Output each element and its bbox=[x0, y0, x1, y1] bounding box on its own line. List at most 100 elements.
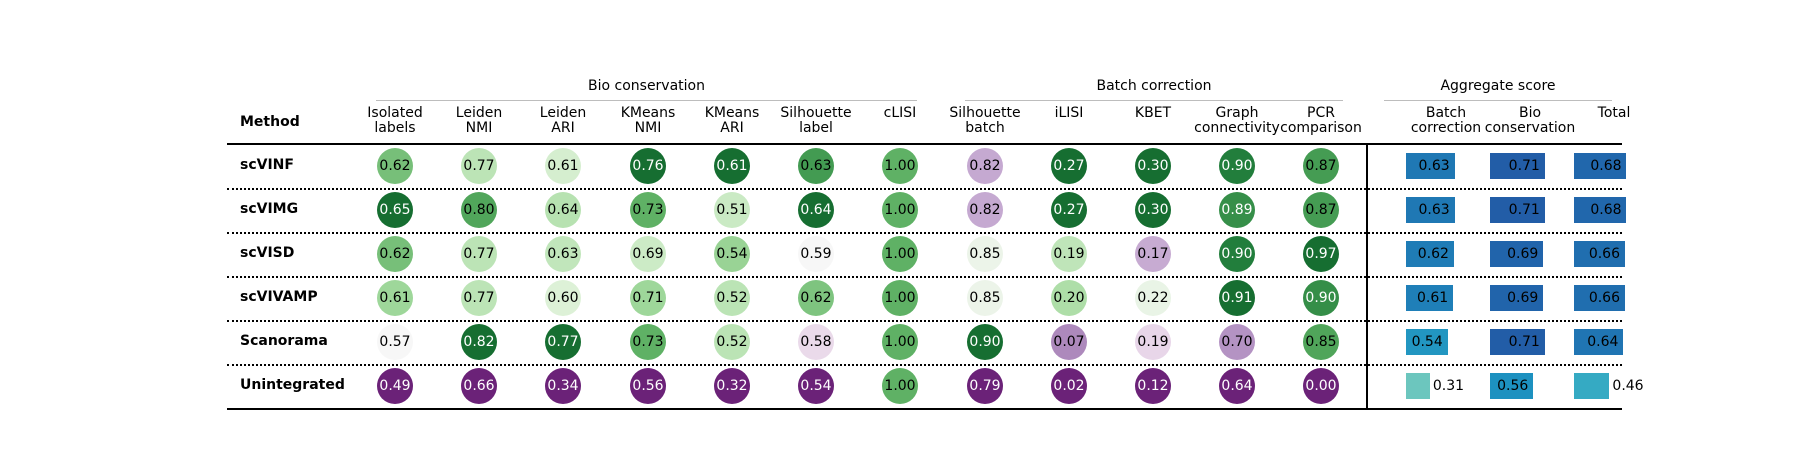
column-header-5: Silhouette label bbox=[780, 105, 852, 136]
metric-cell: 0.20 bbox=[1051, 280, 1087, 316]
metric-cell: 0.62 bbox=[377, 148, 413, 184]
metric-cell: 0.52 bbox=[714, 324, 750, 360]
metric-cell: 0.54 bbox=[798, 368, 834, 404]
aggregate-bar-label: 0.63 bbox=[1418, 158, 1450, 174]
group-underline-1 bbox=[965, 100, 1343, 101]
aggregate-bar-label: 0.71 bbox=[1508, 158, 1540, 174]
aggregate-bar bbox=[1574, 241, 1625, 267]
metric-cell: 0.64 bbox=[798, 192, 834, 228]
metric-cell: 0.54 bbox=[714, 236, 750, 272]
aggregate-bar-label: 0.71 bbox=[1508, 334, 1540, 350]
aggregate-bar-label: 0.66 bbox=[1588, 246, 1620, 262]
aggregate-bar bbox=[1490, 241, 1544, 267]
group-header-1: Batch correction bbox=[1096, 78, 1212, 94]
metric-cell: 0.89 bbox=[1219, 192, 1255, 228]
metric-cell: 0.73 bbox=[630, 192, 666, 228]
row-separator bbox=[227, 364, 1622, 366]
column-header-1: Leiden NMI bbox=[455, 105, 503, 136]
metric-cell: 0.77 bbox=[461, 236, 497, 272]
metric-cell: 0.80 bbox=[461, 192, 497, 228]
column-header-10: Graph connectivity bbox=[1194, 105, 1280, 136]
metric-cell: 0.69 bbox=[630, 236, 666, 272]
aggregate-bar-label: 0.68 bbox=[1590, 158, 1622, 174]
row-separator bbox=[227, 276, 1622, 278]
metric-cell: 0.77 bbox=[461, 148, 497, 184]
metric-cell: 0.32 bbox=[714, 368, 750, 404]
metric-cell: 0.59 bbox=[798, 236, 834, 272]
metric-cell: 0.61 bbox=[545, 148, 581, 184]
metric-cell: 0.85 bbox=[967, 236, 1003, 272]
aggregate-bar bbox=[1490, 153, 1545, 179]
metric-cell: 0.49 bbox=[377, 368, 413, 404]
aggregate-bar bbox=[1574, 373, 1610, 399]
metric-cell: 0.82 bbox=[461, 324, 497, 360]
metric-cell: 1.00 bbox=[882, 324, 918, 360]
metric-cell: 0.85 bbox=[1303, 324, 1339, 360]
metric-cell: 0.17 bbox=[1135, 236, 1171, 272]
aggregate-bar bbox=[1406, 373, 1430, 399]
metric-cell: 0.87 bbox=[1303, 148, 1339, 184]
metric-cell: 0.51 bbox=[714, 192, 750, 228]
metric-cell: 0.76 bbox=[630, 148, 666, 184]
metric-cell: 0.19 bbox=[1135, 324, 1171, 360]
metric-cell: 0.90 bbox=[967, 324, 1003, 360]
group-header-0: Bio conservation bbox=[588, 78, 705, 94]
aggregate-bar-label: 0.69 bbox=[1507, 290, 1539, 306]
metric-cell: 1.00 bbox=[882, 148, 918, 184]
metric-cell: 0.12 bbox=[1135, 368, 1171, 404]
aggregate-bar-label: 0.71 bbox=[1508, 202, 1540, 218]
metric-cell: 0.79 bbox=[967, 368, 1003, 404]
column-header-3: KMeans NMI bbox=[620, 105, 676, 136]
group-underline-0 bbox=[376, 100, 917, 101]
column-header-7: Silhouette batch bbox=[949, 105, 1021, 136]
metric-cell: 0.07 bbox=[1051, 324, 1087, 360]
row-separator bbox=[227, 320, 1622, 322]
method-column-header: Method bbox=[240, 114, 300, 130]
metric-cell: 0.85 bbox=[967, 280, 1003, 316]
metric-cell: 0.64 bbox=[545, 192, 581, 228]
column-header-4: KMeans ARI bbox=[704, 105, 760, 136]
column-header-9: KBET bbox=[1134, 105, 1172, 121]
metric-cell: 0.66 bbox=[461, 368, 497, 404]
aggregate-bar bbox=[1490, 197, 1545, 223]
metric-cell: 0.61 bbox=[377, 280, 413, 316]
aggregate-bar bbox=[1490, 329, 1545, 355]
metric-cell: 0.22 bbox=[1135, 280, 1171, 316]
method-name: scVISD bbox=[240, 245, 295, 261]
method-name: scVIVAMP bbox=[240, 289, 318, 305]
aggregate-bar-label: 0.63 bbox=[1418, 202, 1450, 218]
metric-cell: 0.27 bbox=[1051, 148, 1087, 184]
column-header-11: PCR comparison bbox=[1280, 105, 1362, 136]
metric-cell: 0.62 bbox=[377, 236, 413, 272]
metric-cell: 0.57 bbox=[377, 324, 413, 360]
metric-cell: 0.00 bbox=[1303, 368, 1339, 404]
metric-cell: 0.73 bbox=[630, 324, 666, 360]
metric-cell: 0.82 bbox=[967, 192, 1003, 228]
metric-cell: 0.64 bbox=[1219, 368, 1255, 404]
aggregate-bar bbox=[1406, 241, 1454, 267]
group-header-2: Aggregate score bbox=[1440, 78, 1556, 94]
aggregate-bar bbox=[1574, 153, 1627, 179]
column-header-8: iLISI bbox=[1054, 105, 1084, 121]
metric-cell: 0.19 bbox=[1051, 236, 1087, 272]
aggregate-bar-label: 0.56 bbox=[1497, 378, 1529, 394]
group-underline-2 bbox=[1384, 100, 1612, 101]
metric-cell: 0.30 bbox=[1135, 192, 1171, 228]
column-header-0: Isolated labels bbox=[367, 105, 423, 136]
metric-cell: 0.61 bbox=[714, 148, 750, 184]
metric-cell: 0.71 bbox=[630, 280, 666, 316]
row-separator bbox=[227, 188, 1622, 190]
metric-cell: 0.77 bbox=[461, 280, 497, 316]
aggregate-bar-label: 0.31 bbox=[1432, 378, 1465, 394]
metric-cell: 0.63 bbox=[545, 236, 581, 272]
metric-cell: 0.90 bbox=[1219, 148, 1255, 184]
aggregate-bar bbox=[1406, 285, 1453, 311]
metric-cell: 0.62 bbox=[798, 280, 834, 316]
metric-cell: 0.65 bbox=[377, 192, 413, 228]
aggregate-bar bbox=[1490, 373, 1534, 399]
aggregate-bar-label: 0.68 bbox=[1590, 202, 1622, 218]
metric-cell: 0.97 bbox=[1303, 236, 1339, 272]
column-header-12: Batch correction bbox=[1410, 105, 1482, 136]
metric-cell: 1.00 bbox=[882, 368, 918, 404]
